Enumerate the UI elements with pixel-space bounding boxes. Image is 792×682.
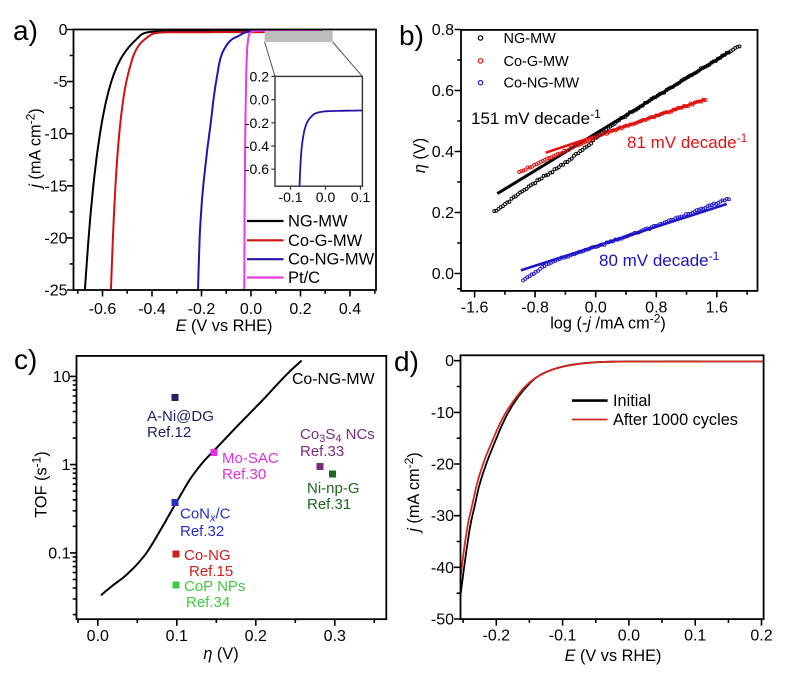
svg-text:Mo-SAC: Mo-SAC [222,450,279,467]
svg-text:-0.4: -0.4 [138,301,166,318]
svg-text:0.3: 0.3 [324,628,346,645]
svg-text:-0.4: -0.4 [245,138,269,154]
svg-text:0.0: 0.0 [432,266,454,283]
svg-text:0.0: 0.0 [316,189,336,205]
svg-text:log (-j /mA cm-2): log (-j /mA cm-2) [550,312,666,333]
svg-text:η (V): η (V) [203,645,238,663]
svg-text:c): c) [14,344,37,375]
svg-text:Initial: Initial [613,392,651,410]
svg-text:0.2: 0.2 [250,68,270,84]
svg-text:0.1: 0.1 [48,545,70,562]
svg-text:Co-NG-MW: Co-NG-MW [292,371,375,388]
svg-text:-10: -10 [44,126,67,143]
svg-text:-15: -15 [44,178,67,195]
svg-text:Ref.33: Ref.33 [300,443,344,460]
svg-text:E (V vs RHE): E (V vs RHE) [565,647,662,665]
svg-text:TOF (s-1): TOF (s-1) [30,451,51,517]
svg-text:Ref.30: Ref.30 [222,466,266,483]
svg-text:η (V): η (V) [411,138,429,173]
svg-text:Co3S4 NCs: Co3S4 NCs [300,426,375,445]
svg-text:151 mV decade-1: 151 mV decade-1 [471,107,601,128]
svg-text:Ref.31: Ref.31 [307,496,351,513]
svg-text:Ref.32: Ref.32 [180,523,224,540]
svg-text:10: 10 [53,369,71,386]
svg-text:0.2: 0.2 [245,628,267,645]
svg-text:CoP NPs: CoP NPs [184,578,245,595]
svg-text:-1.6: -1.6 [461,300,489,317]
svg-text:-0.2: -0.2 [188,301,216,318]
svg-text:Co-G-MW: Co-G-MW [504,54,570,70]
svg-text:0: 0 [445,353,454,370]
svg-text:Co-G-MW: Co-G-MW [288,232,363,250]
svg-text:1: 1 [62,457,71,474]
svg-text:0.6: 0.6 [432,83,454,100]
svg-text:0.8: 0.8 [645,300,667,317]
svg-text:-20: -20 [44,230,67,247]
svg-text:A-Ni@DG: A-Ni@DG [147,408,214,425]
svg-text:-10: -10 [431,405,454,422]
svg-text:0: 0 [59,22,68,39]
svg-text:-0.8: -0.8 [521,300,549,317]
svg-text:E (V vs RHE): E (V vs RHE) [176,317,273,335]
svg-text:0.0: 0.0 [618,627,640,644]
svg-text:Co-NG-MW: Co-NG-MW [504,76,580,92]
svg-text:Co-NG: Co-NG [184,547,231,564]
svg-text:0.0: 0.0 [250,92,270,108]
svg-text:-25: -25 [44,283,67,300]
svg-text:0.2: 0.2 [432,205,454,222]
svg-text:Ref.15: Ref.15 [189,563,233,580]
svg-text:0.1: 0.1 [351,189,371,205]
svg-text:-50: -50 [431,612,454,629]
svg-text:0.2: 0.2 [289,301,311,318]
svg-text:-5: -5 [53,74,67,91]
svg-text:-0.1: -0.1 [549,627,577,644]
svg-text:-0.2: -0.2 [483,627,511,644]
svg-text:After 1000 cycles: After 1000 cycles [613,411,738,429]
svg-text:b): b) [399,20,424,51]
svg-text:1.6: 1.6 [706,300,728,317]
svg-text:0.0: 0.0 [87,628,109,645]
svg-text:-30: -30 [431,508,454,525]
svg-text:j (mA cm-2): j (mA cm-2) [24,108,45,189]
svg-text:Ni-np-G: Ni-np-G [307,480,360,497]
svg-text:0.4: 0.4 [339,301,361,318]
svg-text:0.1: 0.1 [684,627,706,644]
svg-text:a): a) [13,15,38,46]
svg-text:0.8: 0.8 [432,22,454,39]
svg-text:NG-MW: NG-MW [504,31,557,47]
svg-text:0.4: 0.4 [432,144,454,161]
svg-text:CoNx/C: CoNx/C [180,506,231,525]
svg-text:-20: -20 [431,457,454,474]
svg-text:Ref.34: Ref.34 [186,594,230,611]
svg-text:Pt/C: Pt/C [288,269,320,287]
svg-text:-0.6: -0.6 [89,301,117,318]
svg-text:0.0: 0.0 [240,301,262,318]
svg-text:Co-NG-MW: Co-NG-MW [288,251,375,269]
svg-text:-0.2: -0.2 [245,115,269,131]
svg-text:-0.6: -0.6 [245,161,269,177]
svg-text:d): d) [394,346,419,377]
svg-text:-0.1: -0.1 [278,189,302,205]
svg-text:0.2: 0.2 [750,627,772,644]
svg-text:NG-MW: NG-MW [288,213,348,231]
svg-text:0.0: 0.0 [585,300,607,317]
svg-text:0.1: 0.1 [166,628,188,645]
svg-text:j (mA cm-2): j (mA cm-2) [402,452,423,533]
svg-text:Ref.12: Ref.12 [147,424,191,441]
svg-text:-40: -40 [431,560,454,577]
svg-text:80 mV decade-1: 80 mV decade-1 [599,249,720,270]
svg-text:81 mV decade-1: 81 mV decade-1 [627,131,748,152]
